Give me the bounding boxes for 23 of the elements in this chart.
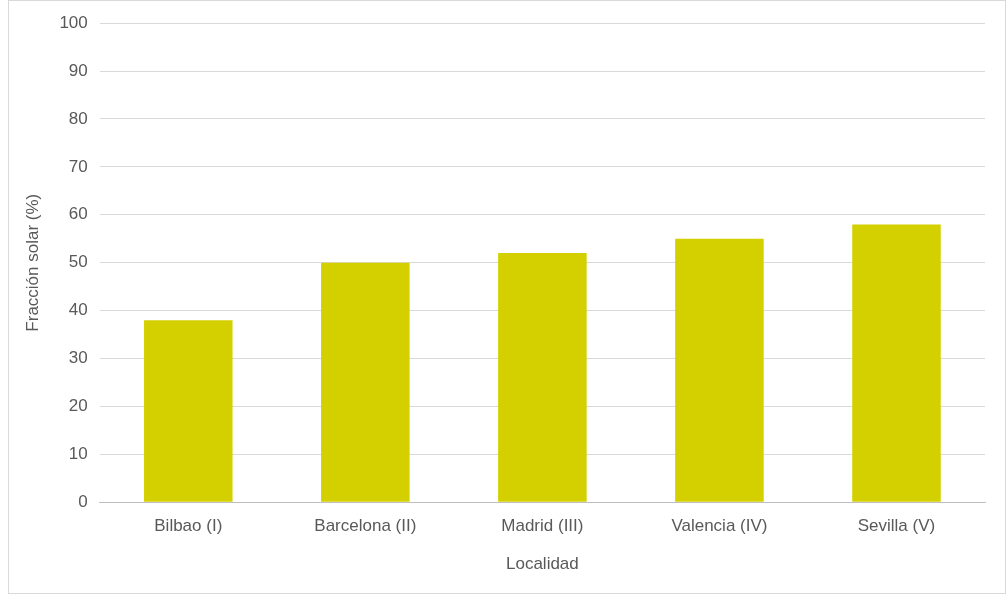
- y-tick-label: 80: [68, 108, 88, 128]
- y-tick-label: 20: [68, 396, 88, 416]
- y-tick-label: 10: [68, 443, 88, 463]
- bar: [321, 262, 410, 502]
- y-tick-label: 90: [68, 60, 88, 80]
- y-tick-label: 30: [68, 348, 88, 368]
- x-tick-label: Sevilla (V): [857, 516, 936, 536]
- y-tick-label: 0: [78, 491, 88, 511]
- x-tick-label: Barcelona (II): [314, 516, 417, 536]
- x-tick-label: Madrid (III): [501, 516, 584, 536]
- x-tick-label: Bilbao (I): [154, 516, 223, 536]
- y-tick-label: 100: [59, 12, 88, 32]
- y-tick-label: 50: [68, 252, 88, 272]
- bar: [498, 253, 587, 502]
- bar: [144, 320, 233, 502]
- x-tick-label: Valencia (IV): [671, 516, 768, 536]
- x-axis-title: Localidad: [505, 554, 579, 574]
- y-tick-label: 70: [68, 156, 88, 176]
- bar: [675, 238, 764, 502]
- y-axis-title: Fracción solar (%): [22, 193, 42, 332]
- bar: [852, 224, 941, 502]
- y-tick-label: 60: [68, 204, 88, 224]
- y-tick-label: 40: [68, 300, 88, 320]
